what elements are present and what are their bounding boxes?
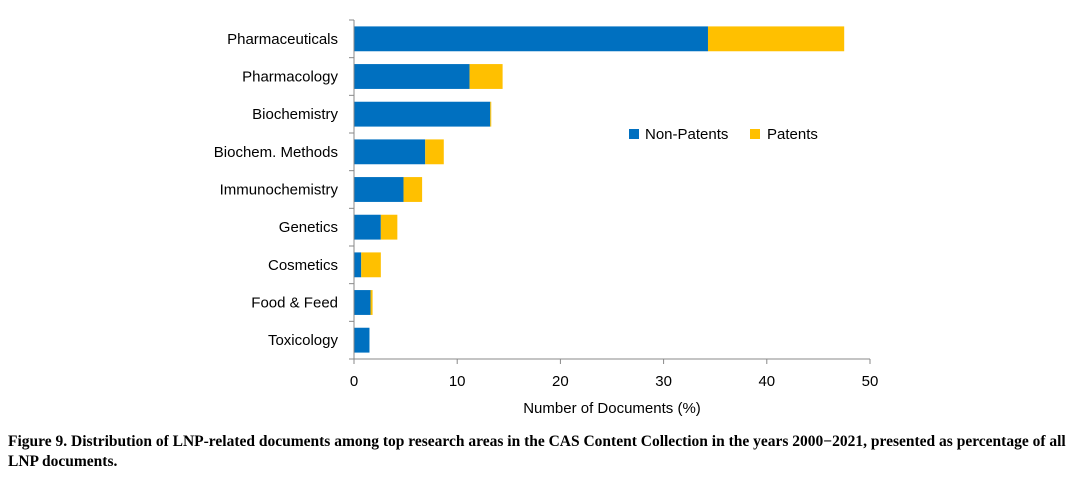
figure-caption: Figure 9. Distribution of LNP-related do… — [8, 433, 1066, 470]
x-tick-label: 10 — [449, 373, 466, 390]
y-axis-ticks — [349, 19, 354, 360]
bar-patents-1 — [469, 64, 503, 89]
bar-patents-4 — [403, 177, 423, 202]
category-label: Toxicology — [268, 332, 339, 349]
bar-non-patents-3 — [354, 139, 426, 165]
bar-non-patents-4 — [354, 177, 404, 202]
category-labels: Pharmaceuticals Pharmacology Biochemistry B… — [214, 31, 339, 349]
bar-non-patents-8 — [354, 327, 370, 353]
legend-label-patents: Patents — [767, 126, 818, 143]
x-axis-title: Number of Documents (%) — [523, 400, 701, 417]
x-tick-label: 30 — [655, 373, 672, 390]
bar-non-patents-1 — [354, 64, 470, 89]
legend-label-non-patents: Non-Patents — [645, 126, 728, 143]
category-label: Food & Feed — [251, 295, 338, 312]
bar-patents-6 — [361, 252, 381, 278]
bar-non-patents-2 — [354, 101, 491, 127]
legend-swatch-non-patents — [629, 129, 639, 139]
bar-non-patents-0 — [354, 26, 708, 52]
legend-swatch-patents — [750, 129, 760, 139]
x-tick-label: 20 — [552, 373, 569, 390]
bar-patents-0 — [707, 26, 845, 52]
category-label: Biochem. Methods — [214, 144, 338, 161]
bar-chart: Pharmaceuticals Pharmacology Biochemistry B… — [214, 19, 879, 417]
category-label: Cosmetics — [268, 257, 338, 274]
category-label: Pharmacology — [242, 69, 338, 86]
bar-non-patents-5 — [354, 214, 381, 240]
x-tick-label: 50 — [862, 373, 879, 390]
category-label: Genetics — [279, 219, 338, 236]
bars-group — [354, 26, 845, 353]
category-label: Immunochemistry — [220, 182, 339, 199]
x-tick-label: 40 — [758, 373, 775, 390]
bar-patents-2 — [490, 101, 492, 127]
x-tick-label: 0 — [350, 373, 358, 390]
category-label: Biochemistry — [252, 106, 338, 123]
bar-patents-7 — [370, 290, 373, 315]
legend: Non-Patents Patents — [629, 126, 818, 143]
bar-non-patents-7 — [354, 290, 371, 315]
bar-patents-5 — [380, 214, 398, 240]
category-label: Pharmaceuticals — [227, 31, 338, 48]
bar-non-patents-6 — [354, 252, 362, 278]
bar-patents-3 — [425, 139, 444, 165]
x-axis-ticks: 0 10 20 30 40 50 — [350, 359, 879, 390]
